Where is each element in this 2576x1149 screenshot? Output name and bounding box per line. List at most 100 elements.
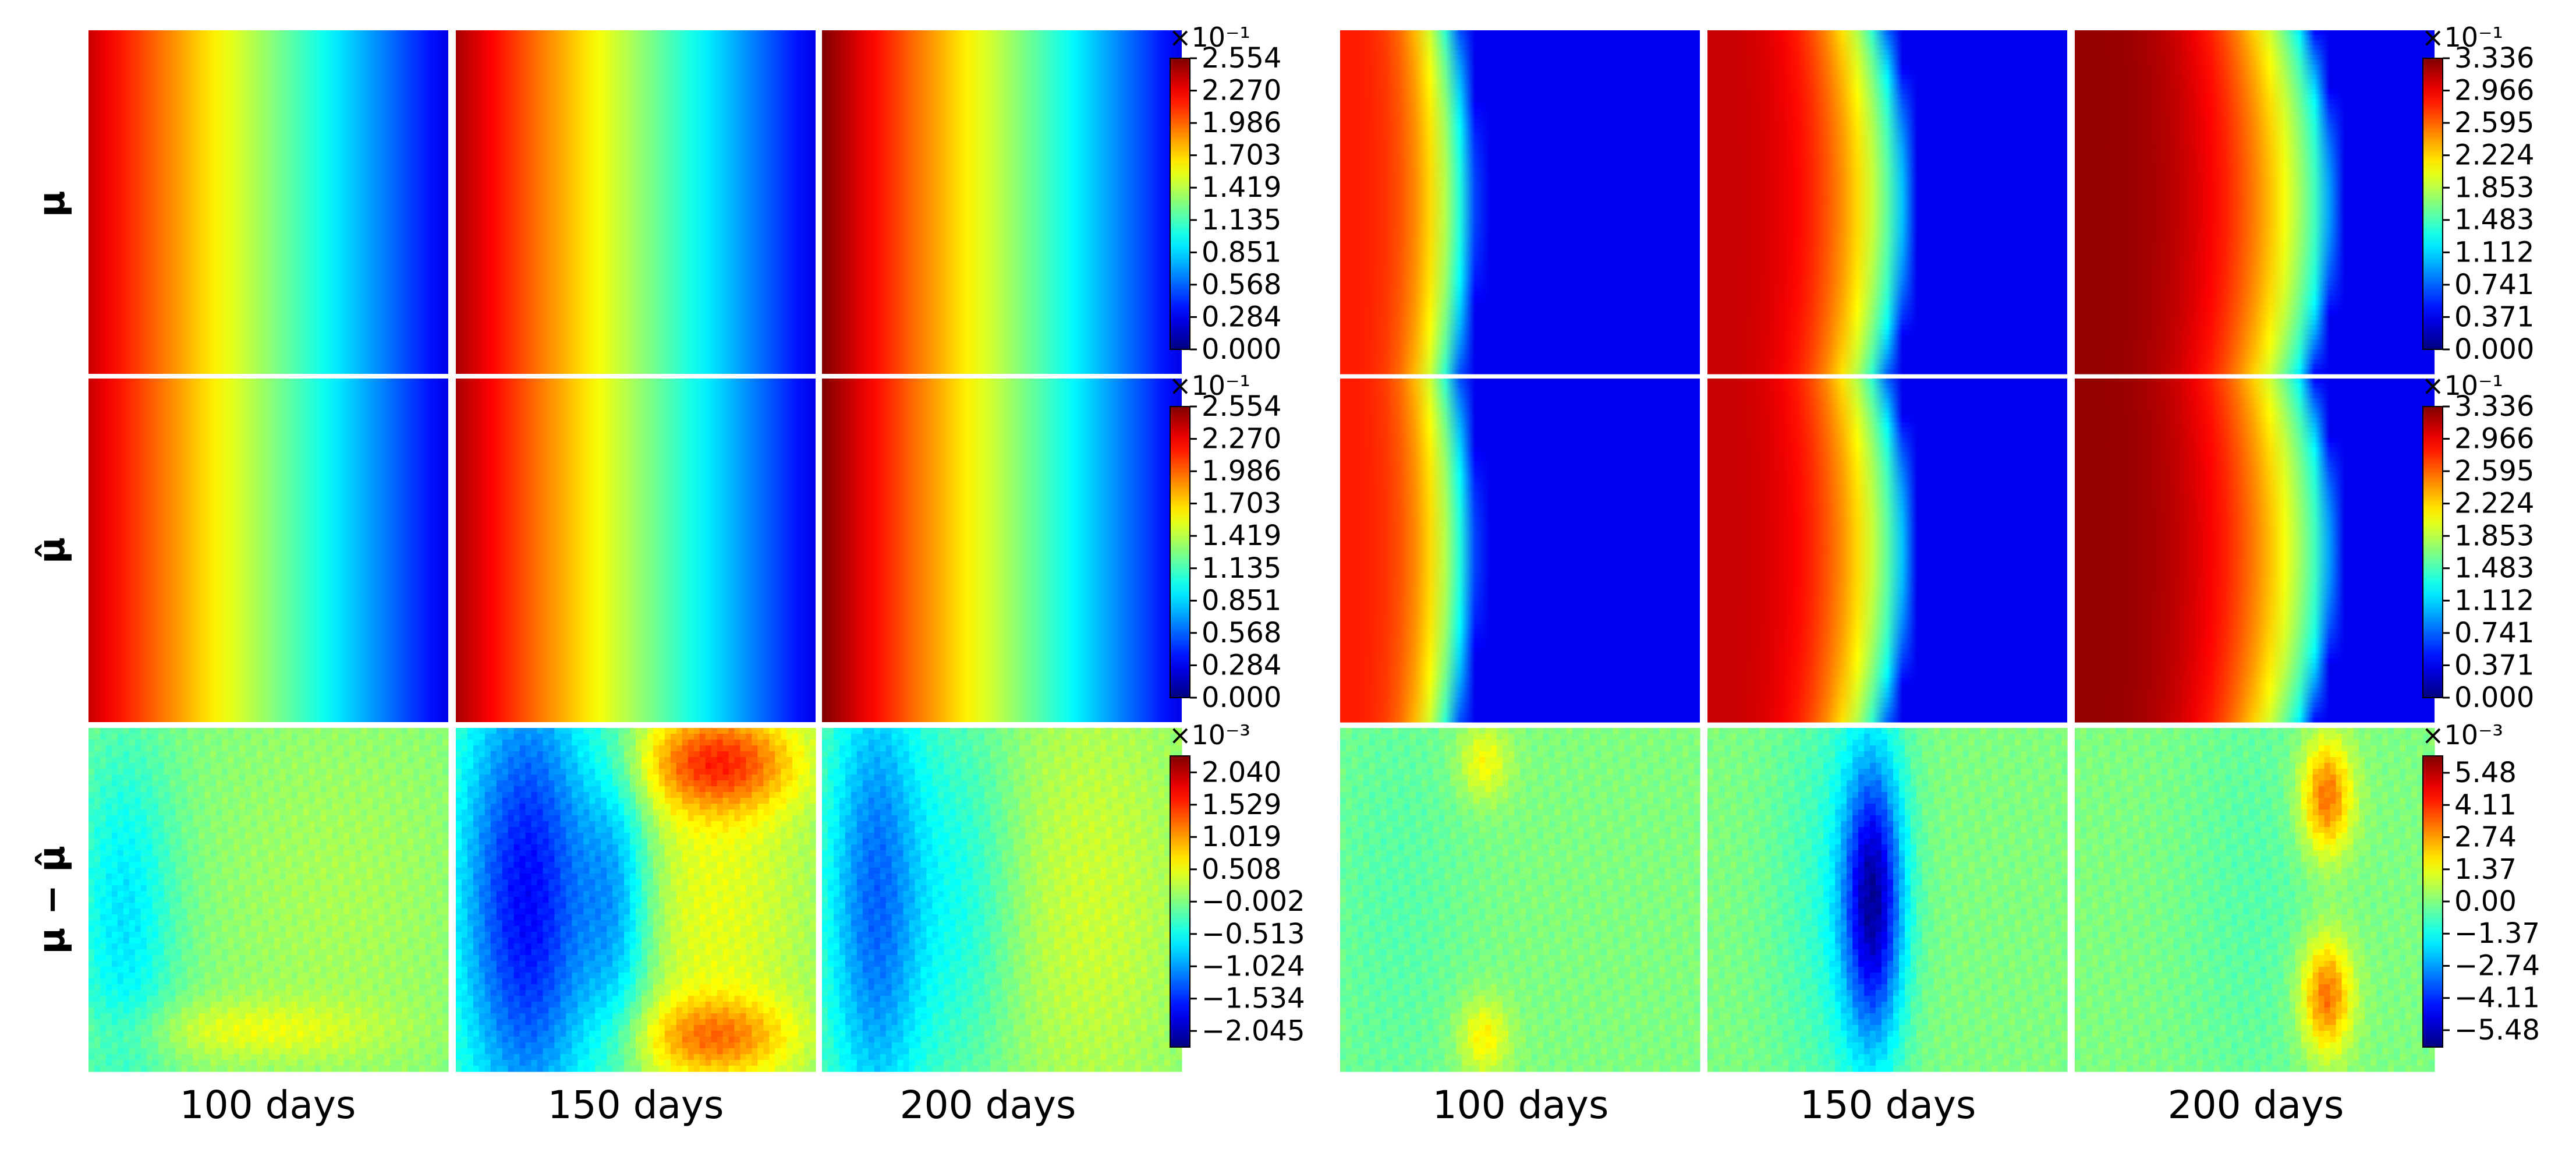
heatmap-left-r2-c1-cell: [676, 780, 683, 787]
heatmap-left-r2-c1-cell: [577, 740, 584, 746]
heatmap-left-r2-c1-cell: [752, 809, 758, 816]
heatmap-left-r2-c0-cell: [309, 920, 316, 927]
heatmap-left-r2-c0-cell: [111, 786, 118, 793]
heatmap-left-r2-c0-cell: [158, 1060, 165, 1066]
heatmap-left-r2-c1-cell: [461, 786, 468, 793]
heatmap-left-r2-c1-cell: [496, 844, 503, 851]
heatmap-left-r2-c0-cell: [413, 914, 420, 921]
heatmap-left-r2-c0-cell: [257, 757, 263, 763]
heatmap-left-r2-c0-cell: [210, 955, 217, 961]
heatmap-left-r2-c0-cell: [204, 798, 211, 804]
heatmap-left-r2-c0-cell: [134, 798, 141, 804]
heatmap-left-r2-c0-cell: [390, 734, 396, 740]
heatmap-left-r2-c0-cell: [100, 815, 107, 822]
heatmap-left-r2-c0-cell: [88, 728, 95, 734]
heatmap-left-r2-c0-cell: [94, 734, 101, 740]
heatmap-left-r2-c1-cell: [513, 751, 520, 758]
heatmap-left-r2-c1-cell: [618, 745, 625, 752]
heatmap-left-r2-c0-cell: [326, 780, 333, 787]
heatmap-left-r2-c1-cell: [554, 792, 561, 798]
heatmap-left-r2-c1-cell: [693, 769, 700, 775]
heatmap-left-r2-c1-cell: [670, 780, 677, 787]
heatmap-left-r2-c1-cell: [502, 792, 509, 798]
heatmap-left-r2-c1-cell: [566, 775, 572, 781]
heatmap-left-r2-c0-cell: [437, 1066, 443, 1072]
heatmap-left-r2-c1-cell: [734, 740, 741, 746]
heatmap-left-r2-c0-cell: [442, 839, 449, 845]
heatmap-left-r2-c0-cell: [384, 728, 391, 734]
heatmap-left-r2-c1-cell: [781, 833, 787, 839]
heatmap-left-r2-c0-cell: [343, 751, 350, 758]
heatmap-left-r2-c1-cell: [479, 763, 486, 769]
heatmap-left-r2-c0-cell: [263, 1007, 269, 1014]
heatmap-left-r2-c0-cell: [408, 780, 414, 787]
heatmap-left-r2-c0-cell: [279, 804, 286, 810]
heatmap-left-r2-c1-cell: [728, 757, 735, 763]
heatmap-left-r2-c0-cell: [105, 903, 112, 909]
heatmap-left-r2-c0-cell: [257, 780, 263, 787]
heatmap-left-r2-c0-cell: [117, 1025, 124, 1031]
heatmap-left-r2-c1-cell: [537, 775, 544, 781]
heatmap-left-r2-c0-cell: [396, 844, 402, 851]
heatmap-left-r2-c0-cell: [274, 1013, 281, 1020]
heatmap-left-r2-c0-cell: [100, 763, 107, 769]
heatmap-left-r2-c1-cell: [502, 728, 509, 734]
heatmap-left-r2-c0-cell: [129, 949, 136, 956]
heatmap-left-r2-c0-cell: [88, 908, 95, 915]
heatmap-left-r2-c0-cell: [390, 844, 396, 851]
heatmap-left-r2-c0-cell: [187, 745, 194, 752]
heatmap-left-r2-c0-cell: [222, 792, 228, 798]
heatmap-left-r2-c1-cell: [786, 769, 793, 775]
heatmap-left-r2-c0-cell: [169, 943, 176, 950]
heatmap-left-r2-c1-cell: [798, 827, 805, 833]
heatmap-left-r2-c1-cell: [484, 780, 491, 787]
heatmap-left-r2-c0-cell: [233, 908, 240, 915]
heatmap-left-r2-c0-cell: [326, 1025, 333, 1031]
heatmap-left-r2-c0-cell: [88, 798, 95, 804]
heatmap-left-r2-c1-cell: [595, 763, 601, 769]
heatmap-left-r2-c0-cell: [152, 844, 159, 851]
heatmap-left-r2-c0-cell: [268, 955, 275, 961]
row-label-mu: μ: [30, 190, 73, 217]
heatmap-left-r2-c0-cell: [169, 978, 176, 985]
heatmap-left-r2-c0-cell: [140, 1007, 147, 1014]
heatmap-left-r2-c0-cell: [349, 763, 356, 769]
heatmap-left-r2-c0-cell: [390, 1060, 396, 1066]
heatmap-left-r2-c0-cell: [338, 1031, 345, 1037]
heatmap-left-r2-c0-cell: [373, 798, 379, 804]
heatmap-left-r2-c1-cell: [746, 815, 752, 822]
heatmap-left-r2-c1-cell: [658, 827, 665, 833]
heatmap-left-r2-c0-cell: [187, 1031, 194, 1037]
heatmap-left-r2-c0-cell: [193, 1048, 199, 1055]
heatmap-left-r2-c1-cell: [781, 798, 787, 804]
heatmap-left-r2-c0-cell: [216, 786, 222, 793]
heatmap-left-r2-c0-cell: [285, 891, 292, 897]
heatmap-left-r2-c0-cell: [396, 897, 402, 903]
heatmap-left-r2-c0-cell: [123, 955, 130, 961]
heatmap-left-r2-c0-cell: [384, 815, 391, 822]
heatmap-left-r2-c0-cell: [338, 751, 345, 758]
heatmap-left-r2-c0-cell: [413, 967, 420, 973]
heatmap-left-r2-c1-cell: [496, 815, 503, 822]
heatmap-left-r2-c0-cell: [245, 996, 251, 1002]
heatmap-left-r2-c0-cell: [175, 1007, 182, 1014]
heatmap-left-r2-c0-cell: [100, 955, 107, 961]
heatmap-left-r2-c0-cell: [367, 874, 374, 880]
heatmap-left-r2-c0-cell: [117, 862, 124, 868]
heatmap-left-r2-c0-cell: [251, 1037, 257, 1043]
heatmap-left-r2-c0-cell: [419, 996, 426, 1002]
heatmap-left-r2-c0-cell: [367, 763, 374, 769]
heatmap-left-r2-c0-cell: [349, 1002, 356, 1008]
heatmap-left-r2-c0-cell: [140, 740, 147, 746]
heatmap-left-r2-c1-cell: [519, 833, 526, 839]
heatmap-left-r2-c1-cell: [531, 804, 538, 810]
heatmap-left-r2-c0-cell: [378, 1037, 385, 1043]
heatmap-left-r2-c0-cell: [338, 874, 345, 880]
heatmap-left-r2-c1-cell: [543, 844, 550, 851]
heatmap-left-r2-c0-cell: [140, 833, 147, 839]
heatmap-left-r2-c0-cell: [384, 856, 391, 862]
heatmap-left-r2-c1-cell: [577, 775, 584, 781]
heatmap-left-r2-c0-cell: [384, 751, 391, 758]
heatmap-left-r2-c0-cell: [100, 1031, 107, 1037]
heatmap-left-r2-c1-cell: [641, 775, 648, 781]
